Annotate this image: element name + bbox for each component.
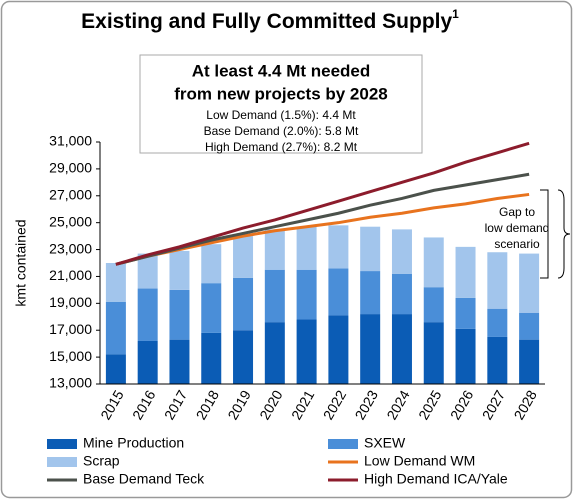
callout-detail: High Demand (2.7%): 8.2 Mt <box>205 140 358 154</box>
y-tick-label: 29,000 <box>49 160 92 176</box>
line-series <box>115 172 530 266</box>
y-tick-label: 25,000 <box>49 213 92 229</box>
gap-annotation: low demand <box>485 221 550 235</box>
y-tick-label: 15,000 <box>49 348 92 364</box>
bar-segment <box>169 289 190 340</box>
bar-segment <box>296 319 317 384</box>
y-tick-label: 21,000 <box>49 267 92 283</box>
chart-title: Existing and Fully Committed Supply1 <box>81 7 459 32</box>
legend-swatch <box>328 439 358 449</box>
bar-segment <box>519 339 540 384</box>
bar-segment <box>519 253 540 313</box>
bar-segment <box>423 322 444 384</box>
legend-swatch <box>47 439 77 449</box>
y-tick-label: 23,000 <box>49 240 92 256</box>
bar-segment <box>391 314 412 384</box>
bar-segment <box>455 328 476 384</box>
bar-segment <box>328 225 349 269</box>
title-text: Existing and Fully Committed Supply <box>81 10 452 33</box>
gap-brace <box>557 189 571 279</box>
bar-segment <box>455 297 476 329</box>
bar-segment <box>423 287 444 323</box>
y-tick-label: 13,000 <box>49 375 92 391</box>
callout-line: At least 4.4 Mt needed <box>192 61 371 80</box>
callout-detail: Low Demand (1.5%): 4.4 Mt <box>206 108 356 122</box>
bar-segment <box>264 322 285 384</box>
bar-segment <box>169 250 190 290</box>
bar-segment <box>296 269 317 320</box>
callout-box <box>139 54 423 154</box>
bar-segment <box>360 314 381 384</box>
bar-segment <box>201 244 222 284</box>
legend-label: Mine Production <box>83 435 184 451</box>
bar-segment <box>137 340 158 384</box>
bar-segment <box>201 283 222 333</box>
y-tick-label: 19,000 <box>49 294 92 310</box>
bar-segment <box>455 246 476 298</box>
legend-label: SXEW <box>364 435 406 451</box>
line-series <box>115 192 530 266</box>
bar-segment <box>169 339 190 384</box>
bar-segment <box>487 308 508 337</box>
bar-segment <box>328 315 349 384</box>
callout-line: from new projects by 2028 <box>174 84 388 103</box>
y-tick-label: 31,000 <box>49 133 92 149</box>
legend-label: Low Demand WM <box>364 453 475 469</box>
bar-segment <box>233 330 254 384</box>
gap-annotation: scenario <box>494 237 540 251</box>
bar-segment <box>423 237 444 288</box>
bar-segment <box>105 301 126 355</box>
callout-detail: Base Demand (2.0%): 5.8 Mt <box>204 124 359 138</box>
bar-segment <box>296 226 317 270</box>
title-superscript: 1 <box>452 7 459 21</box>
bar-segment <box>264 269 285 323</box>
bar-segment <box>391 229 412 274</box>
bar-segment <box>519 312 540 340</box>
y-tick-label: 27,000 <box>49 186 92 202</box>
legend-label: Base Demand Teck <box>83 471 205 487</box>
bar-segment <box>105 354 126 384</box>
bar-segment <box>233 277 254 331</box>
bar-segment <box>201 332 222 384</box>
bar-segment <box>233 236 254 278</box>
y-axis-label: kmt contained <box>13 219 29 306</box>
bar-segment <box>360 271 381 315</box>
gap-annotation: Gap to <box>499 205 535 219</box>
line-series <box>115 141 530 266</box>
bar-segment <box>137 288 158 341</box>
bar-segment <box>360 226 381 272</box>
bar-segment <box>487 252 508 309</box>
bar-segment <box>487 336 508 384</box>
bar-segment <box>264 229 285 270</box>
bar-segment <box>328 268 349 316</box>
bar-segment <box>137 253 158 289</box>
y-tick-label: 17,000 <box>49 321 92 337</box>
gap-bracket <box>540 189 549 279</box>
legend-swatch <box>47 457 77 467</box>
legend-label: High Demand ICA/Yale <box>364 471 508 487</box>
bar-segment <box>391 273 412 315</box>
bar-segment <box>105 263 126 302</box>
legend-label: Scrap <box>83 453 120 469</box>
